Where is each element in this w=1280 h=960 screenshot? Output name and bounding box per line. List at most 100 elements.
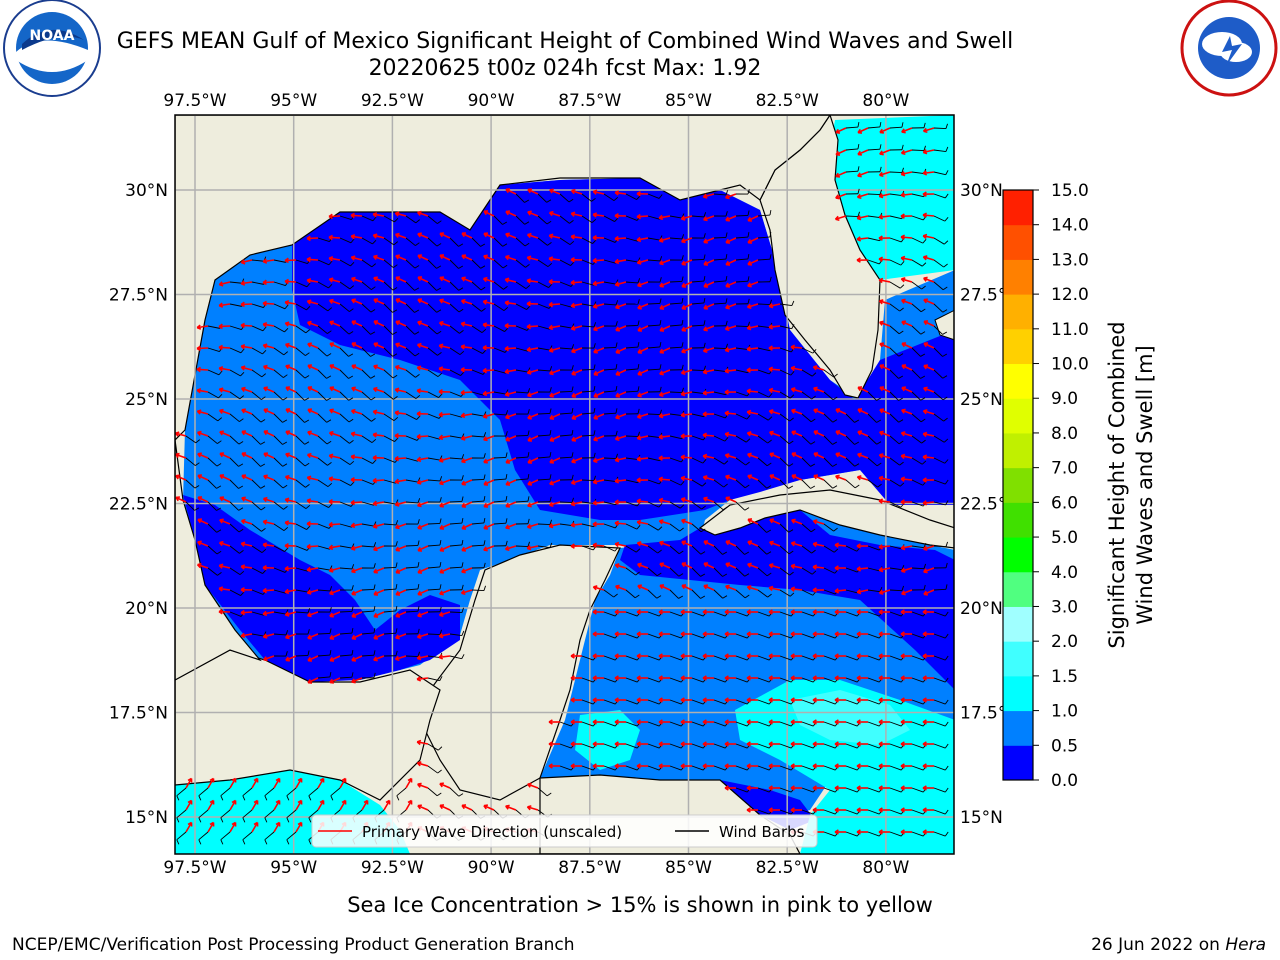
wind-barb: [361, 303, 372, 313]
colorbar-segment: [1003, 467, 1033, 503]
wave-arrow: [857, 127, 869, 134]
wind-barb: [735, 545, 745, 555]
wave-arrowhead: [922, 631, 927, 637]
wind-barb: [713, 258, 726, 261]
wind-barb-flag: [527, 430, 530, 436]
wind-barb: [581, 721, 594, 727]
wind-barb: [559, 434, 572, 437]
wave-arrow: [681, 519, 693, 525]
wave-arrowhead: [922, 170, 928, 176]
wave-arrowhead: [241, 496, 246, 502]
wind-barb: [207, 479, 217, 489]
lat-label-right: 15°N: [960, 808, 1003, 828]
lat-label-left: 30°N: [125, 181, 168, 201]
wave-arrowhead: [768, 366, 773, 373]
wind-barb: [713, 435, 726, 442]
wave-arrowhead: [790, 563, 796, 570]
wind-barb-flag: [722, 506, 728, 511]
wave-arrowhead: [505, 458, 511, 464]
colorbar-tick-label: 0.5: [1051, 736, 1078, 756]
wave-arrowhead: [768, 585, 774, 592]
wind-barb: [933, 545, 947, 548]
wind-barb-flag: [304, 397, 310, 401]
wave-arrow: [483, 300, 495, 305]
wave-arrowhead: [548, 523, 554, 529]
wave-arrow: [439, 501, 451, 508]
wind-barb: [911, 325, 922, 335]
wave-arrowhead: [218, 365, 224, 372]
wave-arrowhead: [373, 612, 379, 618]
wave-arrow: [240, 324, 253, 327]
wave-arrow: [285, 408, 297, 415]
wind-barb-flag: [747, 232, 750, 238]
wave-arrow: [394, 457, 407, 460]
wind-barb: [845, 721, 858, 727]
wind-barb: [911, 259, 923, 267]
wave-arrowhead: [439, 276, 445, 282]
wind-barb: [317, 567, 330, 571]
wind-barb-flag: [615, 408, 618, 414]
wind-barb-flag: [414, 265, 420, 269]
wave-arrow: [417, 501, 429, 507]
wind-barb-flag: [593, 475, 596, 481]
wave-arrowhead: [417, 276, 423, 282]
wave-arrowhead: [570, 741, 575, 747]
wind-barb: [339, 369, 349, 379]
wind-barb: [581, 743, 594, 749]
wave-arrow: [879, 127, 891, 134]
wave-arrow: [285, 453, 297, 459]
wave-arrow: [505, 255, 517, 261]
wind-barb-flag: [461, 562, 464, 568]
wind-barb-flag: [370, 353, 376, 357]
wave-arrowhead: [857, 128, 863, 134]
wind-barb: [251, 347, 263, 355]
wave-arrow: [219, 519, 231, 525]
wind-barb: [757, 655, 770, 661]
wave-arrow: [439, 276, 451, 283]
wind-barb: [757, 236, 770, 239]
wave-arrowhead: [790, 697, 795, 703]
wind-barb: [779, 721, 792, 727]
wind-barb: [603, 303, 616, 306]
wave-arrowhead: [900, 192, 906, 198]
wind-barb: [176, 809, 187, 819]
wind-barb-flag: [593, 430, 596, 436]
wave-arrow: [395, 589, 407, 596]
wave-arrowhead: [680, 675, 685, 681]
wave-arrow: [747, 540, 759, 547]
wave-arrowhead: [460, 389, 465, 396]
wind-barb-flag: [876, 419, 882, 423]
wave-arrowhead: [231, 821, 237, 827]
wind-barb-flag: [261, 548, 267, 553]
wave-arrowhead: [407, 777, 413, 783]
wave-arrowhead: [350, 431, 356, 437]
wave-arrow: [505, 545, 517, 551]
wind-barb: [779, 765, 792, 771]
wind-barb: [911, 655, 924, 661]
wind-barb-flag: [308, 795, 312, 801]
wind-barb: [933, 787, 946, 793]
wave-arrowhead: [636, 259, 642, 265]
wave-arrowhead: [438, 343, 444, 349]
wave-arrow: [923, 235, 935, 239]
wave-arrow: [461, 804, 473, 811]
wave-arrow: [549, 347, 561, 352]
wind-barb: [845, 435, 855, 445]
wave-arrowhead: [878, 256, 883, 263]
wind-barb: [647, 567, 658, 577]
wave-arrow: [681, 391, 693, 396]
wind-barb: [361, 545, 374, 548]
wave-arrow: [527, 783, 539, 789]
wave-arrowhead: [527, 392, 532, 398]
wave-arrow: [527, 347, 539, 351]
wind-barb-flag: [546, 220, 552, 225]
wind-barb-flag: [593, 386, 596, 392]
wave-arrowhead: [284, 474, 290, 481]
wave-arrow: [614, 237, 627, 240]
wave-arrowhead: [790, 344, 795, 351]
wind-barb-flag: [329, 650, 332, 656]
wave-arrowhead: [416, 411, 421, 417]
wind-barb-flag: [942, 309, 948, 313]
wave-arrow: [329, 655, 341, 662]
wave-arrow: [680, 456, 693, 459]
